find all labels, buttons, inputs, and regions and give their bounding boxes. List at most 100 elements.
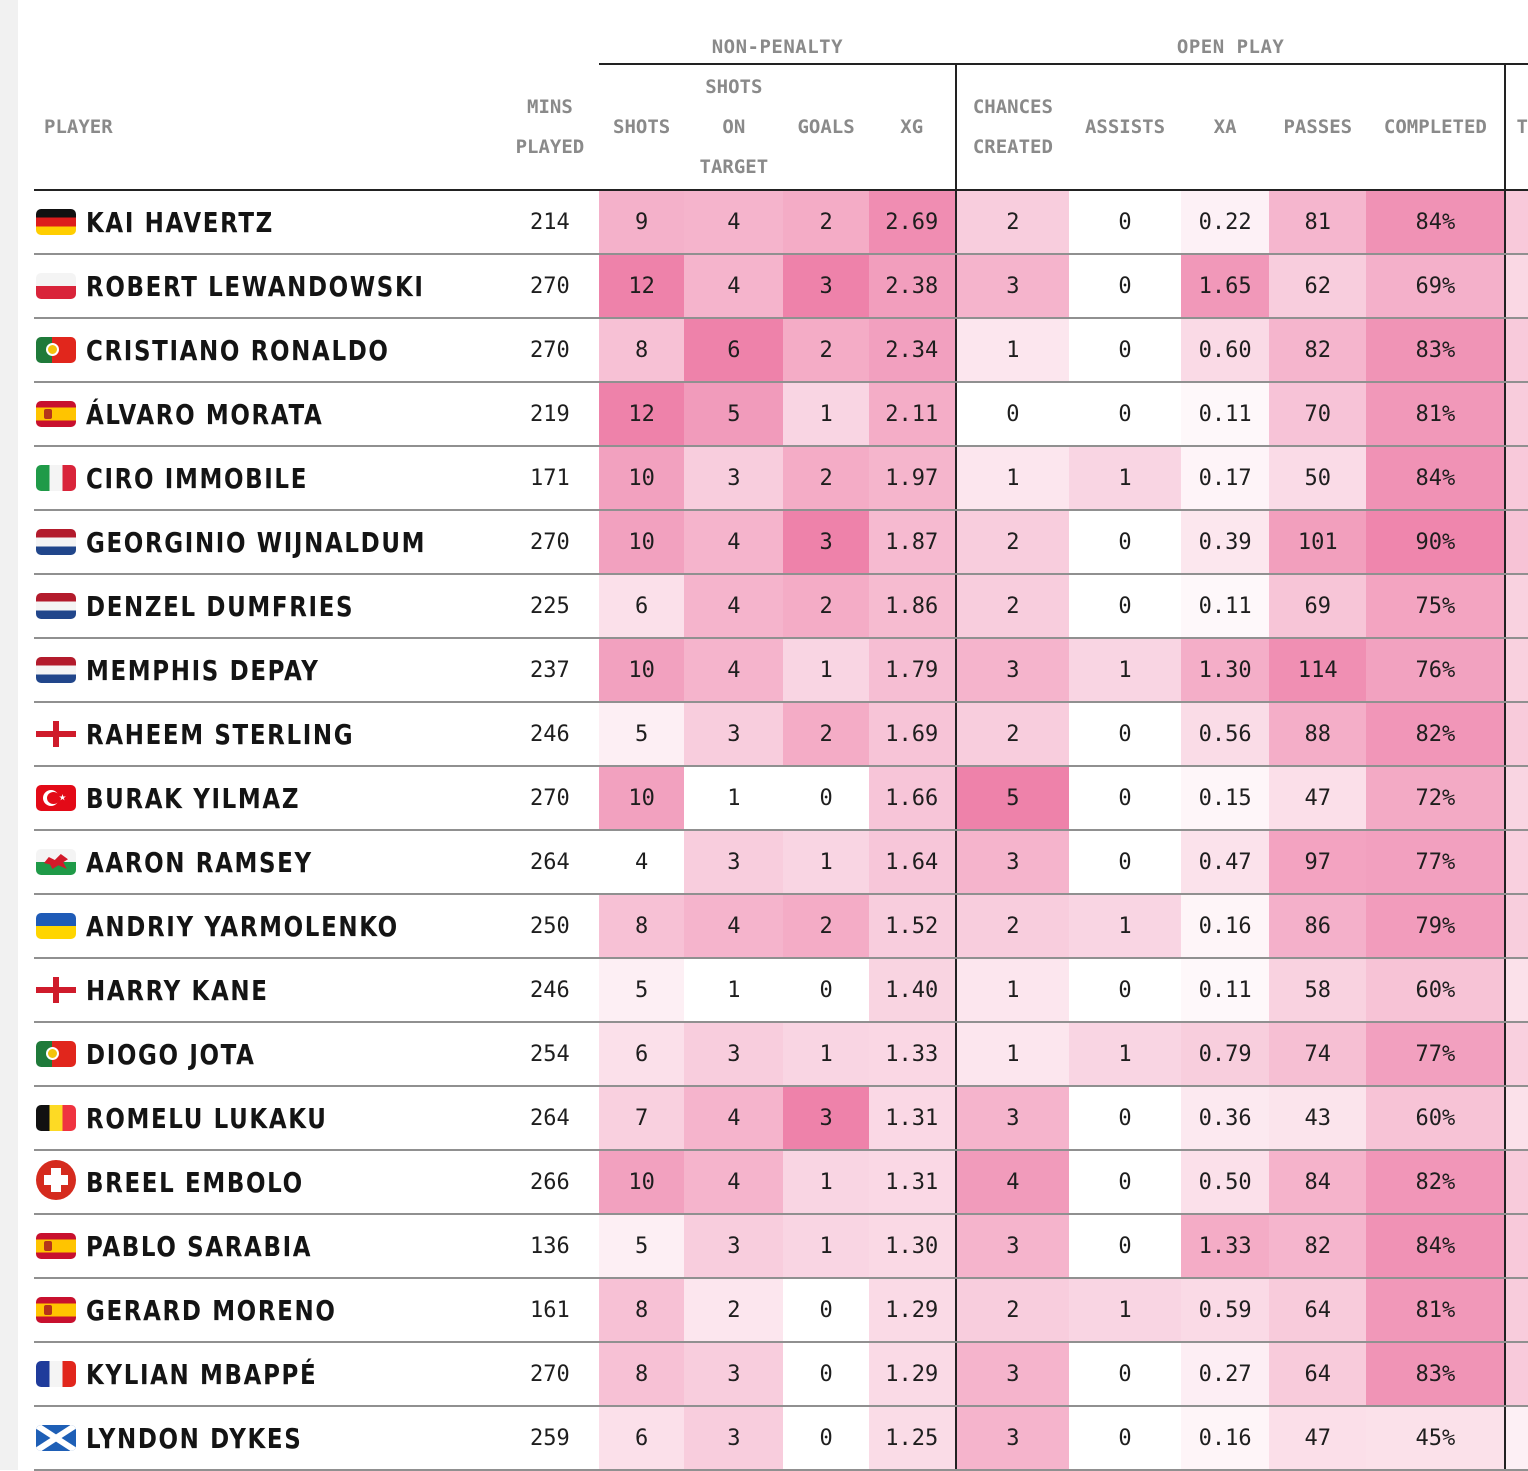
player-name: DENZEL DUMFRIES xyxy=(86,589,355,623)
player-row[interactable]: KYLIAN MBAPPÉ 270 8 3 0 1.29 3 0 0.27 64 83% xyxy=(34,1342,1528,1407)
xa-cell: 0.50 xyxy=(1181,1150,1270,1215)
sot-cell: 4 xyxy=(684,894,784,959)
xa-cell: 0.16 xyxy=(1181,894,1270,959)
xa-cell: 0.36 xyxy=(1181,1086,1270,1151)
col-header-xa[interactable]: XA xyxy=(1181,64,1270,191)
passes-cell: 101 xyxy=(1269,510,1367,575)
shots-cell: 6 xyxy=(599,1022,685,1087)
stats-table-wrapper: NON-PENALTY OPEN PLAY PLAYER MINS PLAYED … xyxy=(34,0,1528,1471)
col-header-player[interactable]: PLAYER xyxy=(34,64,501,191)
chances-cell: 2 xyxy=(954,702,1069,767)
player-row[interactable]: CIRO IMMOBILE 171 10 3 2 1.97 1 1 0.17 50 84% xyxy=(34,446,1528,511)
xa-cell: 0.16 xyxy=(1181,1406,1270,1471)
cutoff-cell xyxy=(1504,190,1528,255)
sot-cell: 3 xyxy=(684,1022,784,1087)
xa-cell: 0.22 xyxy=(1181,190,1270,255)
passes-cell: 88 xyxy=(1269,702,1367,767)
sot-cell: 3 xyxy=(684,830,784,895)
passes-cell: 82 xyxy=(1269,318,1367,383)
chances-cell: 1 xyxy=(954,446,1069,511)
mins-played-cell: 214 xyxy=(500,190,599,255)
player-row[interactable]: CRISTIANO RONALDO 270 8 6 2 2.34 1 0 0.60 82 83% xyxy=(34,318,1528,383)
player-row[interactable]: DIOGO JOTA 254 6 3 1 1.33 1 1 0.79 74 77% xyxy=(34,1022,1528,1087)
col-header-completed[interactable]: COMPLETED xyxy=(1366,64,1506,191)
mins-played-cell: 171 xyxy=(500,446,599,511)
passes-cell: 86 xyxy=(1269,894,1367,959)
mins-played-cell: 136 xyxy=(500,1214,599,1279)
assists-cell: 0 xyxy=(1068,1214,1182,1279)
chances-cell: 3 xyxy=(954,638,1069,703)
goals-cell: 1 xyxy=(783,382,869,447)
player-row[interactable]: GEORGINIO WIJNALDUM 270 10 4 3 1.87 2 0 0.39 101… xyxy=(34,510,1528,575)
col-header-assists[interactable]: ASSISTS xyxy=(1068,64,1182,191)
assists-cell: 1 xyxy=(1068,894,1182,959)
cutoff-cell xyxy=(1504,1406,1528,1471)
col-header-shots[interactable]: SHOTS xyxy=(599,64,685,191)
xa-cell: 0.27 xyxy=(1181,1342,1270,1407)
mins-played-cell: 225 xyxy=(500,574,599,639)
player-row[interactable]: ROMELU LUKAKU 264 7 4 3 1.31 3 0 0.36 43 60% xyxy=(34,1086,1528,1151)
xa-cell: 1.33 xyxy=(1181,1214,1270,1279)
player-row[interactable]: DENZEL DUMFRIES 225 6 4 2 1.86 2 0 0.11 69 75% xyxy=(34,574,1528,639)
xa-cell: 0.11 xyxy=(1181,958,1270,1023)
player-row[interactable]: BURAK YILMAZ 270 10 1 0 1.66 5 0 0.15 47 72% xyxy=(34,766,1528,831)
completed-cell: 69% xyxy=(1366,254,1506,319)
player-row[interactable]: LYNDON DYKES 259 6 3 0 1.25 3 0 0.16 47 45% xyxy=(34,1406,1528,1471)
player-row[interactable]: AARON RAMSEY 264 4 3 1 1.64 3 0 0.47 97 77% xyxy=(34,830,1528,895)
shots-cell: 6 xyxy=(599,1406,685,1471)
goals-cell: 1 xyxy=(783,1022,869,1087)
shots-cell: 10 xyxy=(599,1150,685,1215)
goals-cell: 1 xyxy=(783,830,869,895)
mins-played-cell: 254 xyxy=(500,1022,599,1087)
player-row[interactable]: GERARD MORENO 161 8 2 0 1.29 2 1 0.59 64 81% xyxy=(34,1278,1528,1343)
chances-cell: 3 xyxy=(954,1214,1069,1279)
sot-cell: 3 xyxy=(684,1214,784,1279)
chances-cell: 3 xyxy=(954,1406,1069,1471)
assists-cell: 0 xyxy=(1068,702,1182,767)
sot-cell: 4 xyxy=(684,190,784,255)
goals-cell: 0 xyxy=(783,766,869,831)
italy-flag-icon xyxy=(36,465,76,491)
chances-cell: 0 xyxy=(954,382,1069,447)
sot-cell: 3 xyxy=(684,1342,784,1407)
assists-cell: 1 xyxy=(1068,1278,1182,1343)
assists-cell: 0 xyxy=(1068,766,1182,831)
xa-cell: 0.17 xyxy=(1181,446,1270,511)
assists-cell: 0 xyxy=(1068,1342,1182,1407)
player-row[interactable]: ÁLVARO MORATA 219 12 5 1 2.11 0 0 0.11 70 81% xyxy=(34,382,1528,447)
shots-cell: 5 xyxy=(599,702,685,767)
player-cell: ÁLVARO MORATA xyxy=(34,382,501,447)
col-header-xg[interactable]: XG xyxy=(868,64,956,191)
player-cell: DENZEL DUMFRIES xyxy=(34,574,501,639)
goals-cell: 1 xyxy=(783,1214,869,1279)
player-row[interactable]: ROBERT LEWANDOWSKI 270 12 4 3 2.38 3 0 1.65 62 69… xyxy=(34,254,1528,319)
xa-cell: 0.79 xyxy=(1181,1022,1270,1087)
col-header-shots-on-target[interactable]: SHOTS ON TARGET xyxy=(684,64,784,191)
shots-cell: 10 xyxy=(599,766,685,831)
sot-cell: 4 xyxy=(684,254,784,319)
shots-cell: 10 xyxy=(599,638,685,703)
assists-cell: 0 xyxy=(1068,1150,1182,1215)
col-header-passes[interactable]: PASSES xyxy=(1269,64,1367,191)
col-header-goals[interactable]: GOALS xyxy=(783,64,869,191)
player-rows: KAI HAVERTZ 214 9 4 2 2.69 2 0 0.22 81 84% ROBERT… xyxy=(34,190,1528,1471)
player-row[interactable]: HARRY KANE 246 5 1 0 1.40 1 0 0.11 58 60% xyxy=(34,958,1528,1023)
chances-cell: 2 xyxy=(954,894,1069,959)
xg-cell: 2.34 xyxy=(868,318,956,383)
xg-cell: 2.38 xyxy=(868,254,956,319)
player-row[interactable]: KAI HAVERTZ 214 9 4 2 2.69 2 0 0.22 81 84% xyxy=(34,190,1528,255)
player-row[interactable]: RAHEEM STERLING 246 5 3 2 1.69 2 0 0.56 88 82% xyxy=(34,702,1528,767)
mins-played-cell: 237 xyxy=(500,638,599,703)
col-header-mins-played[interactable]: MINS PLAYED xyxy=(500,64,599,191)
germany-flag-icon xyxy=(36,209,76,235)
completed-cell: 84% xyxy=(1366,446,1506,511)
col-header-chances-created[interactable]: CHANCES CREATED xyxy=(954,64,1069,191)
player-name: ROBERT LEWANDOWSKI xyxy=(86,269,425,303)
shots-cell: 6 xyxy=(599,574,685,639)
player-row[interactable]: ANDRIY YARMOLENKO 250 8 4 2 1.52 2 1 0.16 86 79% xyxy=(34,894,1528,959)
player-row[interactable]: PABLO SARABIA 136 5 3 1 1.30 3 0 1.33 82 84% xyxy=(34,1214,1528,1279)
player-row[interactable]: BREEL EMBOLO 266 10 4 1 1.31 4 0 0.50 84 82% xyxy=(34,1150,1528,1215)
player-row[interactable]: MEMPHIS DEPAY 237 10 4 1 1.79 3 1 1.30 114 76% xyxy=(34,638,1528,703)
passes-cell: 69 xyxy=(1269,574,1367,639)
cutoff-cell xyxy=(1504,638,1528,703)
